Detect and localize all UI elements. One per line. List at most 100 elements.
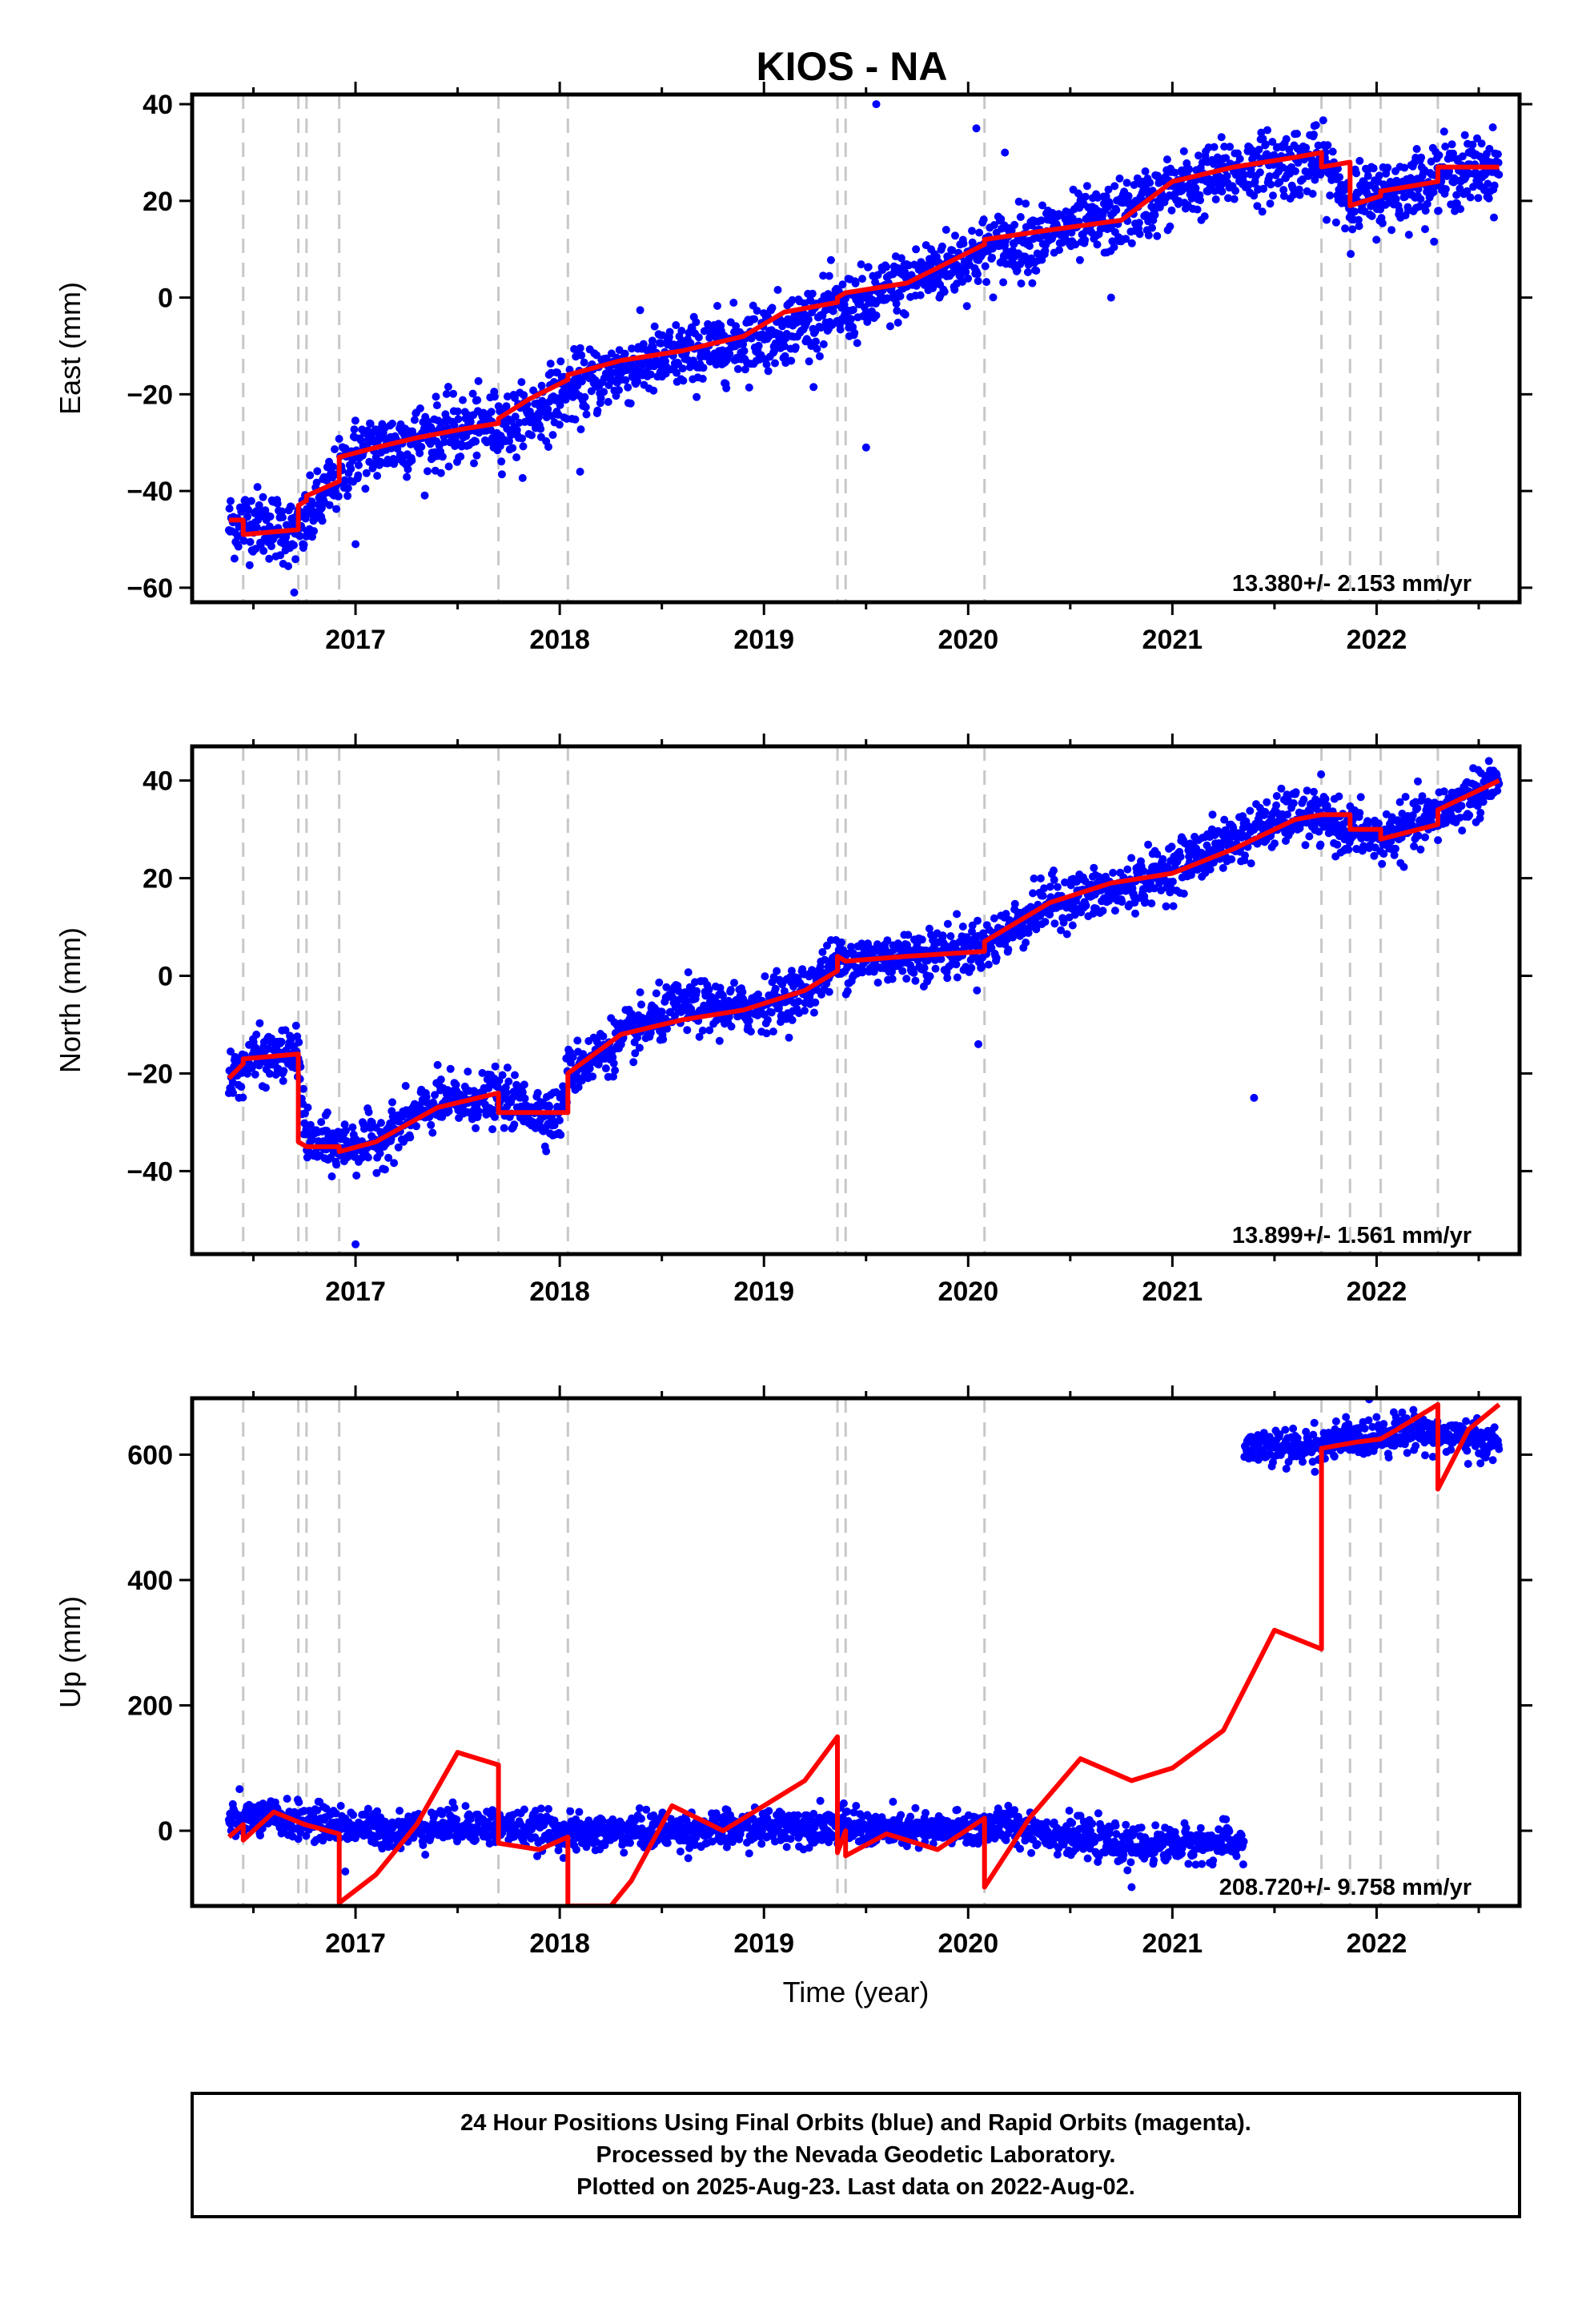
data-point — [657, 1007, 666, 1016]
data-point — [770, 346, 779, 355]
data-point — [1257, 128, 1266, 137]
x-tick-label: 2022 — [1347, 625, 1407, 655]
data-point — [251, 1070, 259, 1079]
x-tick-label: 2019 — [733, 1277, 794, 1307]
data-point — [511, 394, 519, 402]
data-point — [444, 1107, 453, 1116]
data-point — [1416, 195, 1425, 203]
data-point — [1301, 841, 1310, 850]
data-point — [497, 457, 506, 466]
data-point — [767, 1008, 776, 1017]
data-point — [1041, 918, 1050, 927]
data-point — [335, 435, 343, 443]
data-point — [722, 384, 731, 392]
data-point — [442, 390, 451, 398]
data-point — [581, 403, 590, 412]
data-point — [573, 1036, 582, 1045]
data-point — [1413, 804, 1422, 813]
data-point — [446, 1064, 455, 1073]
data-point — [436, 468, 445, 477]
data-point — [491, 1062, 500, 1071]
data-point — [1269, 191, 1277, 200]
data-point — [1255, 168, 1264, 177]
data-point — [1417, 153, 1426, 162]
data-point — [1323, 215, 1331, 224]
data-point — [611, 1066, 620, 1075]
data-point — [1118, 898, 1126, 907]
data-point — [1211, 195, 1220, 203]
data-point — [672, 321, 681, 329]
data-point — [472, 451, 481, 460]
data-point — [580, 358, 588, 367]
data-point — [1331, 218, 1340, 227]
x-tick-label: 2020 — [938, 1277, 998, 1307]
data-point — [917, 935, 926, 944]
data-point — [308, 1136, 316, 1144]
data-point — [1378, 859, 1387, 868]
data-point — [1372, 235, 1381, 244]
data-point — [662, 983, 671, 991]
data-point — [1414, 777, 1422, 786]
data-point — [246, 537, 255, 546]
data-point — [343, 492, 352, 501]
data-point — [279, 513, 287, 522]
data-point — [318, 517, 327, 525]
data-point — [695, 1032, 704, 1041]
data-point — [1287, 827, 1295, 836]
data-point — [1452, 191, 1461, 199]
data-point — [571, 415, 580, 424]
data-point — [245, 561, 254, 569]
data-point — [328, 462, 337, 471]
data-point — [599, 1032, 608, 1041]
data-point — [1408, 811, 1417, 820]
data-point — [937, 955, 946, 963]
data-point — [519, 442, 528, 451]
data-point — [1333, 840, 1342, 849]
data-point — [490, 1112, 499, 1121]
page-title: KIOS - NA — [757, 44, 948, 89]
data-point — [229, 1088, 237, 1097]
data-point — [1303, 786, 1311, 795]
data-point — [1279, 191, 1288, 200]
data-point — [636, 306, 644, 315]
data-point — [973, 986, 982, 995]
data-point — [354, 471, 363, 480]
data-point — [394, 1143, 403, 1152]
data-point — [942, 226, 950, 234]
data-point — [303, 1104, 312, 1112]
data-point — [1344, 846, 1353, 854]
data-point — [637, 1000, 645, 1009]
data-point — [349, 1811, 358, 1819]
data-point — [847, 943, 855, 951]
data-point — [1293, 130, 1301, 138]
data-point — [768, 304, 777, 312]
data-point — [812, 337, 820, 346]
data-point — [1474, 194, 1483, 203]
data-point — [290, 588, 299, 597]
data-point — [312, 478, 321, 487]
data-point — [1041, 247, 1050, 255]
data-point — [518, 473, 527, 482]
data-point — [416, 449, 424, 457]
data-point — [577, 351, 586, 360]
data-point — [946, 932, 955, 940]
data-point — [1250, 191, 1259, 200]
data-point — [300, 1119, 309, 1128]
data-point — [713, 302, 721, 310]
data-point — [968, 227, 976, 235]
data-point — [979, 215, 988, 224]
data-point — [1016, 213, 1025, 221]
data-point — [1390, 850, 1399, 859]
data-point — [253, 483, 262, 492]
data-point — [1311, 121, 1320, 130]
data-point — [762, 1029, 771, 1038]
data-point — [785, 1033, 793, 1042]
data-point — [1150, 211, 1159, 219]
data-point — [295, 1038, 303, 1047]
data-point — [857, 260, 865, 269]
data-point — [355, 460, 363, 469]
data-point — [239, 1093, 247, 1102]
data-point — [1112, 206, 1121, 215]
data-point — [265, 1069, 274, 1078]
data-point — [1354, 215, 1363, 224]
